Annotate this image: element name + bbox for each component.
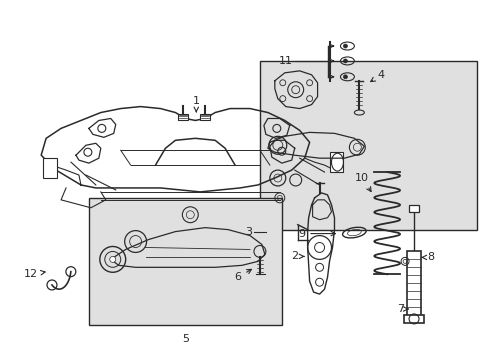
Bar [200,113,210,121]
Bar [329,152,343,172]
Bar [403,315,423,323]
Text: 12: 12 [24,269,45,279]
Circle shape [109,256,116,262]
Bar [178,113,188,121]
Text: 4: 4 [370,70,384,82]
Bar [408,205,418,212]
Bar [260,61,476,230]
Text: 7: 7 [397,304,407,314]
Circle shape [343,59,346,63]
Text: 11: 11 [278,56,292,66]
Text: 2: 2 [290,251,304,261]
Circle shape [343,75,346,79]
Text: 5: 5 [182,334,188,344]
Circle shape [343,44,346,48]
Text: 1: 1 [192,96,200,112]
Bar [89,198,281,325]
Bar [43,158,57,178]
Text: 9: 9 [298,229,335,239]
Text: 10: 10 [355,173,370,192]
Text: 6: 6 [234,269,251,282]
Text: 3: 3 [244,226,251,237]
Bar [406,251,420,316]
Text: 8: 8 [421,252,434,262]
